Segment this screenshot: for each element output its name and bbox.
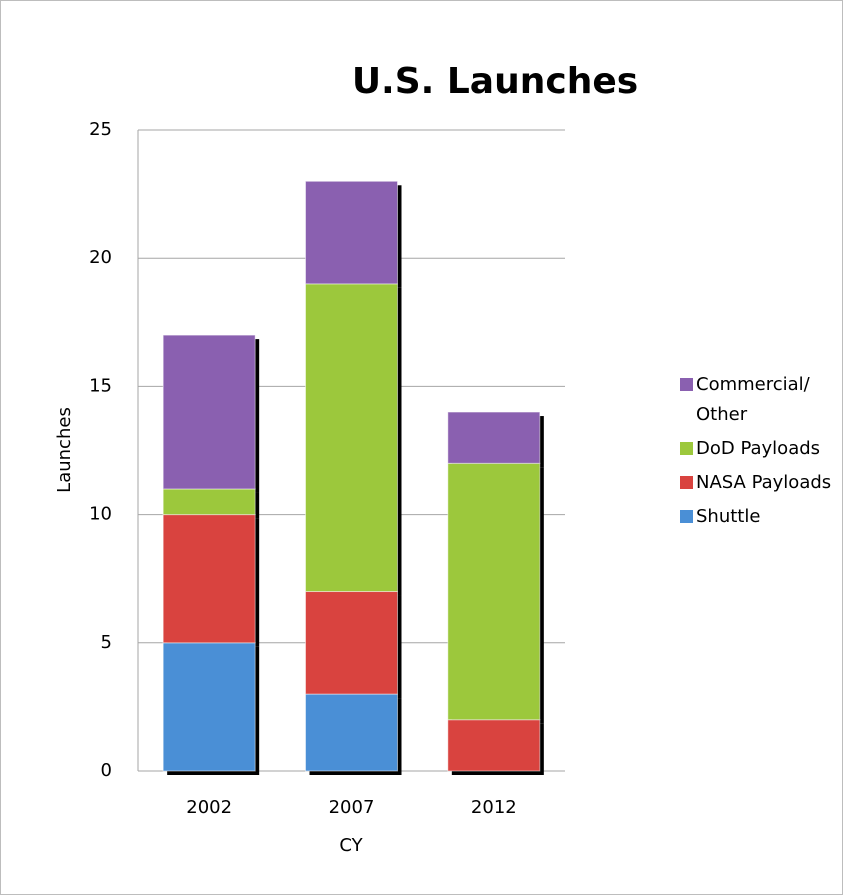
bar-segment [162,642,256,772]
y-tick-label: 25 [89,119,112,140]
legend-label: Commercial/ Other [696,374,810,425]
legend-swatch [680,442,693,455]
legend-label: Shuttle [696,506,761,527]
bar-segment [305,283,398,593]
bar-segment [447,462,541,721]
bar-segment [305,180,398,285]
bar-segment [305,591,398,695]
legend-label: NASA Payloads [696,472,832,493]
legend-label: DoD Payloads [696,438,821,459]
chart-title: U.S. Launches [352,61,638,102]
bar-segment [162,488,256,516]
y-tick-label: 15 [89,375,112,396]
y-tick-label: 0 [101,760,112,781]
bar-segment [447,719,541,772]
legend-item: NASA Payloads [680,468,843,498]
legend-swatch [680,476,693,489]
y-tick-label: 20 [89,247,112,268]
x-tick-label: 2012 [471,797,517,818]
x-axis-label: CY [339,835,363,856]
bar-segment [162,514,256,644]
legend: Commercial/ Other DoD Payloads NASA Payloa… [680,370,843,536]
y-tick-label: 5 [101,632,112,653]
y-axis-label: Launches [54,407,75,493]
bar-segment [305,693,398,772]
bar-segment [447,411,541,464]
legend-item: Commercial/ Other [680,370,843,430]
x-tick-label: 2002 [186,797,232,818]
legend-swatch [680,378,693,391]
bar-segment [162,334,256,490]
x-tick-label: 2007 [329,797,375,818]
legend-item: Shuttle [680,502,843,532]
legend-swatch [680,510,693,523]
y-tick-label: 10 [89,504,112,525]
legend-item: DoD Payloads [680,434,843,464]
